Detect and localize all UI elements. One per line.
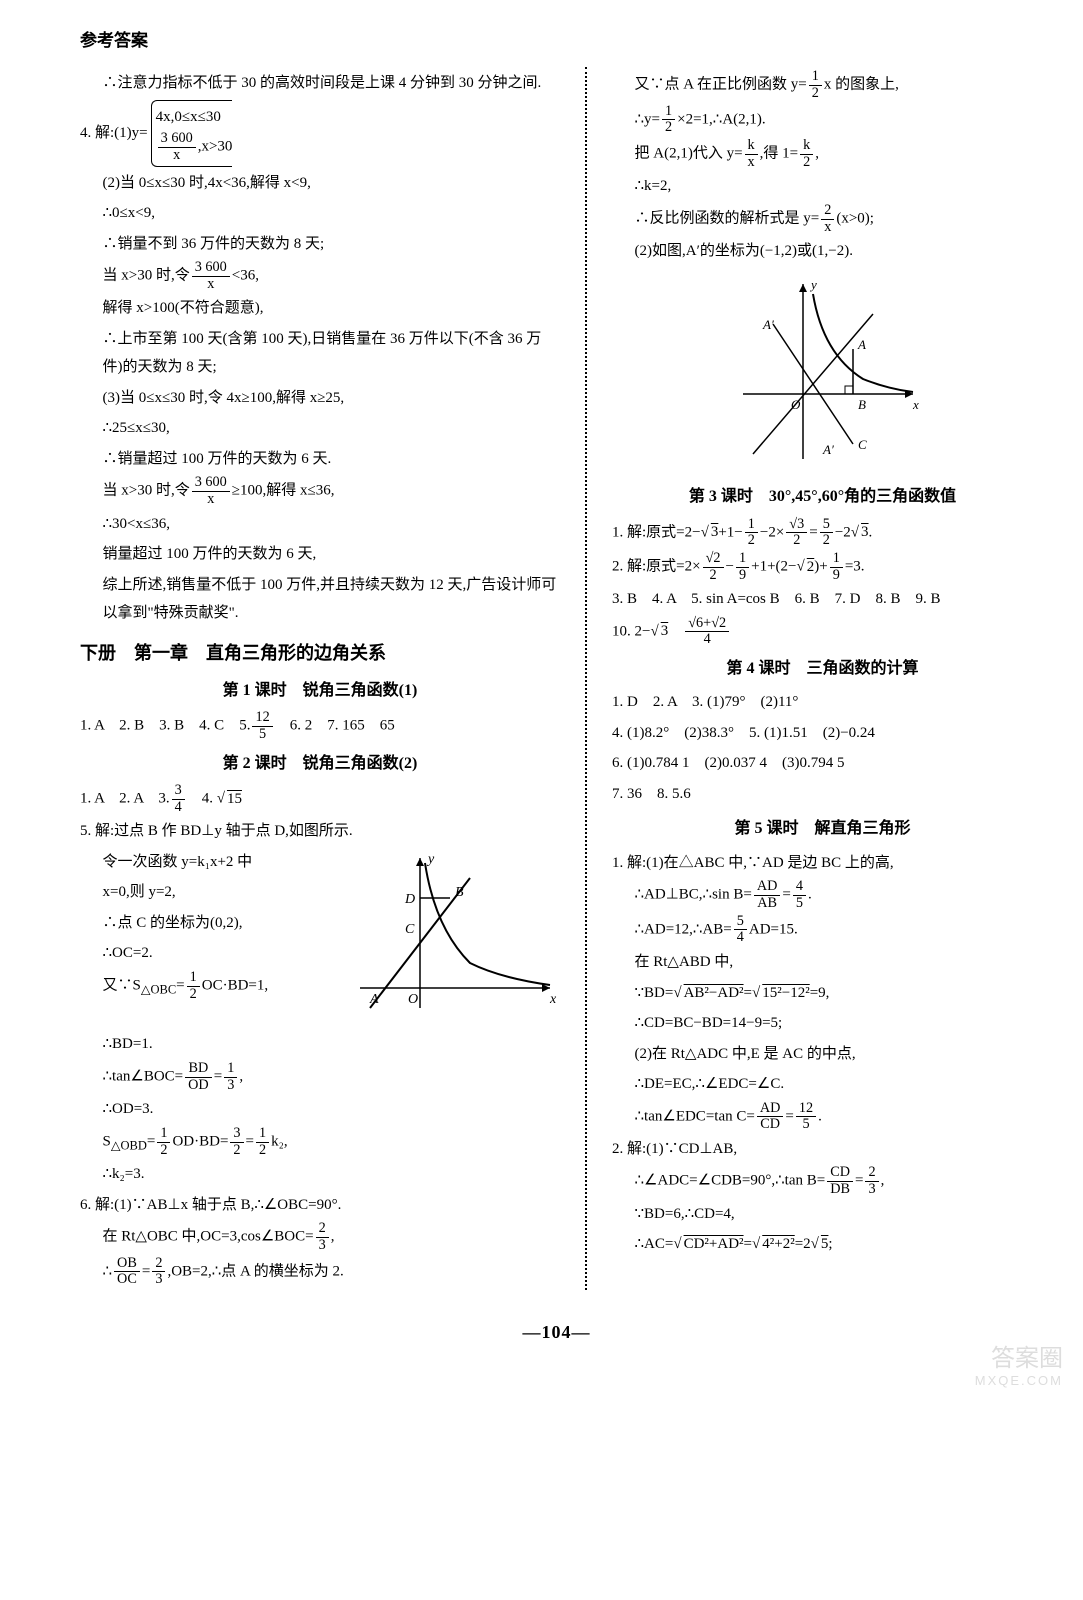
watermark-sub: MXQE.COM: [975, 1373, 1063, 1389]
right-column: 又∵点 A 在正比例函数 y=12x 的图象上, ∴y=12×2=1,∴A(2,…: [612, 67, 1033, 1290]
section-5-title: 第 5 课时 解直角三角形: [612, 814, 1033, 844]
text-line: ∴CD=BC−BD=14−9=5;: [612, 1009, 1033, 1038]
text-line: ∴0≤x<9,: [80, 199, 560, 228]
text-line: S△OBD=12OD·BD=32=12k₂,: [80, 1126, 560, 1158]
svg-text:x: x: [912, 397, 919, 412]
problem-5: 5. 解:过点 B 作 BD⊥y 轴于点 D,如图所示.: [80, 817, 560, 846]
section-2-title: 第 2 课时 锐角三角函数(2): [80, 749, 560, 779]
svg-text:C: C: [405, 922, 415, 937]
text-line: ∵BD=√AB²−AD²=√15²−12²=9,: [612, 979, 1033, 1008]
text-line: 在 Rt△ABD 中,: [612, 948, 1033, 977]
section-3-title: 第 3 课时 30°,45°,60°角的三角函数值: [612, 482, 1033, 512]
text-line: ∴tan∠BOC=BDOD=13,: [80, 1061, 560, 1093]
svg-text:A: A: [857, 337, 866, 352]
svg-text:y: y: [426, 852, 435, 867]
text-line: 解得 x>100(不符合题意),: [80, 294, 560, 323]
svg-text:O: O: [408, 992, 418, 1007]
svg-text:A′: A′: [822, 442, 834, 457]
text-line: ∴30<x≤36,: [80, 510, 560, 539]
text-line: ∴上市至第 100 天(含第 100 天),日销售量在 36 万件以下(不含 3…: [80, 325, 560, 382]
text-line: 2. 解:原式=2×√22−19+1+(2−√2)+19=3.: [612, 551, 1033, 583]
svg-text:A′: A′: [762, 317, 774, 332]
text-line: 在 Rt△OBC 中,OC=3,cos∠BOC=23,: [80, 1221, 560, 1253]
case1: 4x,0≤x≤30: [156, 103, 233, 132]
svg-text:B: B: [858, 397, 866, 412]
svg-text:B: B: [455, 885, 464, 900]
answers-line: 4. (1)8.2° (2)38.3° 5. (1)1.51 (2)−0.24: [612, 719, 1033, 748]
text-line: ∴注意力指标不低于 30 的高效时间段是上课 4 分钟到 30 分钟之间.: [80, 69, 560, 98]
text-line: (2)如图,A′的坐标为(−1,2)或(1,−2).: [612, 237, 1033, 266]
svg-text:x: x: [549, 992, 557, 1007]
text-line: ∴25≤x≤30,: [80, 414, 560, 443]
text-line: ∴AD=12,∴AB=54AD=15.: [612, 914, 1033, 946]
chapter-title: 下册 第一章 直角三角形的边角关系: [80, 636, 560, 670]
text-line: 销量超过 100 万件的天数为 6 天,: [80, 540, 560, 569]
answers-line: 7. 36 8. 5.6: [612, 780, 1033, 809]
svg-text:O: O: [791, 397, 801, 412]
two-column-layout: ∴注意力指标不低于 30 的高效时间段是上课 4 分钟到 30 分钟之间. 4.…: [80, 67, 1033, 1290]
answers-line: 3. B 4. A 5. sin A=cos B 6. B 7. D 8. B …: [612, 585, 1033, 614]
text-line: ∴AC=√CD²+AD²=√4²+2²=2√5;: [612, 1230, 1033, 1259]
text-line: 当 x>30 时,令3 600x≥100,解得 x≤36,: [80, 475, 560, 507]
text-line: ∴∠ADC=∠CDB=90°,∴tan B=CDDB=23,: [612, 1165, 1033, 1197]
text-line: ∴反比例函数的解析式是 y=2x(x>0);: [612, 203, 1033, 235]
column-divider: [585, 67, 587, 1290]
svg-text:D: D: [404, 892, 415, 907]
problem-6: 6. 解:(1)∵AB⊥x 轴于点 B,∴∠OBC=90°.: [80, 1191, 560, 1220]
left-column: ∴注意力指标不低于 30 的高效时间段是上课 4 分钟到 30 分钟之间. 4.…: [80, 67, 560, 1290]
text-line: ∴OBOC=23,OB=2,∴点 A 的横坐标为 2.: [80, 1256, 560, 1288]
text-line: 2. 解:(1)∵CD⊥AB,: [612, 1135, 1033, 1164]
text-line: ∴y=12×2=1,∴A(2,1).: [612, 104, 1033, 136]
text-line: (2)在 Rt△ADC 中,E 是 AC 的中点,: [612, 1040, 1033, 1069]
svg-text:y: y: [809, 277, 817, 292]
answers-line: 1. A 2. B 3. B 4. C 5.125 6. 2 7. 165 65: [80, 710, 560, 742]
text-line: 当 x>30 时,令3 600x<36,: [80, 260, 560, 292]
label: 5. 解:: [80, 823, 114, 839]
answers-line: 1. D 2. A 3. (1)79° (2)11°: [612, 688, 1033, 717]
text-line: ∴销量超过 100 万件的天数为 6 天.: [80, 445, 560, 474]
answers-line: 6. (1)0.784 1 (2)0.037 4 (3)0.794 5: [612, 749, 1033, 778]
page-number: —104—: [80, 1315, 1033, 1349]
graph-problem-6-2: O x y A A′ A′ B C: [612, 274, 1033, 475]
problem-4: 4. 解:(1)y= 4x,0≤x≤30 3 600x,x>30: [80, 100, 560, 167]
text-line: 把 A(2,1)代入 y=kx,得 1=k2,: [612, 138, 1033, 170]
section-4-title: 第 4 课时 三角函数的计算: [612, 654, 1033, 684]
text-line: ∴k=2,: [612, 172, 1033, 201]
text-line: 又∵点 A 在正比例函数 y=12x 的图象上,: [612, 69, 1033, 101]
text-line: ∴AD⊥BC,∴sin B=ADAB=45.: [612, 879, 1033, 911]
text-line: ∴tan∠EDC=tan C=ADCD=125.: [612, 1101, 1033, 1133]
text-line: 1. 解:(1)在△ABC 中,∵AD 是边 BC 上的高,: [612, 849, 1033, 878]
watermark-main: 答案圈: [975, 1345, 1063, 1374]
svg-text:A: A: [369, 992, 379, 1007]
text-line: 综上所述,销售量不低于 100 万件,并且持续天数为 12 天,广告设计师可以拿…: [80, 571, 560, 628]
text: (1)y=: [114, 125, 147, 141]
page-header: 参考答案: [80, 25, 1033, 57]
section-1-title: 第 1 课时 锐角三角函数(1): [80, 676, 560, 706]
answers-line: 10. 2−√3 √6+√24: [612, 616, 1033, 648]
text-line: ∴OD=3.: [80, 1095, 560, 1124]
text-line: ∴k₂=3.: [80, 1160, 560, 1189]
answers-line: 1. A 2. A 3.34 4. √15: [80, 783, 560, 815]
label: 6. 解:: [80, 1197, 114, 1213]
label: 4. 解:: [80, 125, 114, 141]
text-line: ∵BD=6,∴CD=4,: [612, 1200, 1033, 1229]
text-line: 1. 解:原式=2−√3+1−12−2×√32=52−2√3.: [612, 517, 1033, 549]
case2: 3 600x,x>30: [156, 131, 233, 163]
text-line: ∴销量不到 36 万件的天数为 8 天;: [80, 230, 560, 259]
watermark: 答案圈 MXQE.COM: [975, 1345, 1063, 1389]
piecewise-brace: 4x,0≤x≤30 3 600x,x>30: [151, 100, 233, 167]
text-line: (2)当 0≤x≤30 时,4x<36,解得 x<9,: [80, 169, 560, 198]
text-line: ∴DE=EC,∴∠EDC=∠C.: [612, 1070, 1033, 1099]
text-line: (3)当 0≤x≤30 时,令 4x≥100,解得 x≥25,: [80, 384, 560, 413]
graph-problem-5: O x y A C D B: [340, 848, 560, 1029]
svg-text:C: C: [858, 437, 867, 452]
text-line: ∴BD=1.: [80, 1030, 560, 1059]
